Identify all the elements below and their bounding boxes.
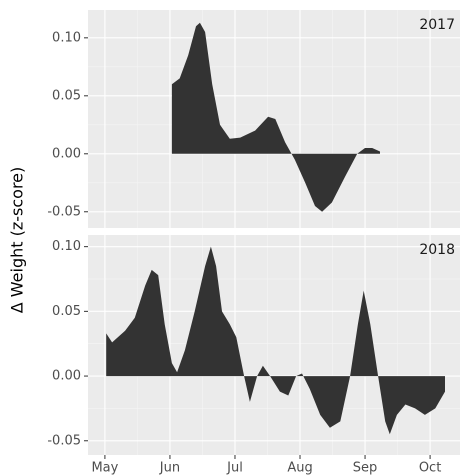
x-tick-label: Sep — [353, 461, 378, 475]
x-tick-label: Aug — [287, 461, 312, 475]
y-tick-label: 0.00 — [52, 369, 81, 384]
x-tick-label: Jun — [159, 461, 180, 475]
x-tick-label: May — [91, 461, 118, 475]
y-tick-label: 0.05 — [52, 304, 81, 319]
y-tick-label: 0.10 — [52, 30, 81, 45]
panel-title: 2018 — [419, 242, 455, 258]
x-tick-label: Oct — [419, 461, 441, 475]
area — [171, 22, 380, 212]
y-tick-label: 0.10 — [52, 239, 81, 254]
panel-title: 2017 — [419, 17, 455, 33]
y-axis-label: Δ Weight (z-score) — [8, 167, 27, 314]
y-tick-label: -0.05 — [47, 204, 81, 219]
y-tick-label: 0.05 — [52, 88, 81, 103]
y-tick-label: -0.05 — [47, 433, 81, 448]
x-tick-label: Jul — [226, 461, 243, 475]
y-tick-label: 0.00 — [52, 146, 81, 161]
